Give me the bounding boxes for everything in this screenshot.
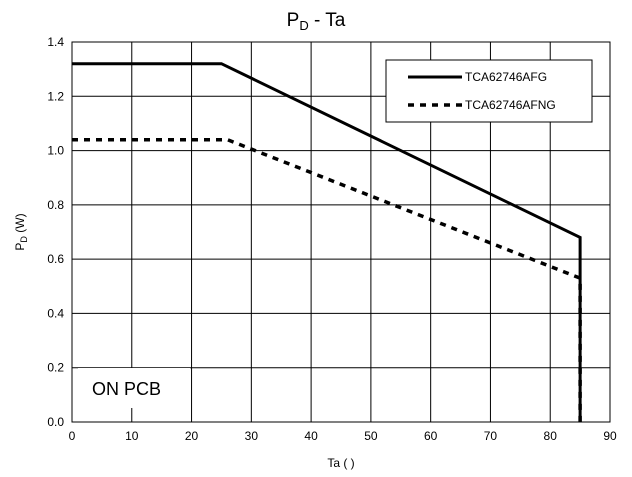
chart-title: PD - Ta [287, 10, 346, 33]
series-line-1 [72, 137, 582, 422]
y-axis-ticks: 0.0 0.2 0.4 0.6 0.8 1.0 1.2 1.4 [47, 35, 64, 429]
x-tick-label: 80 [544, 429, 558, 443]
legend-label-1: TCA62746AFNG [465, 98, 556, 112]
y-tick-label: 1.2 [47, 89, 64, 103]
y-tick-label: 1.4 [47, 35, 64, 49]
series-line-0 [72, 62, 582, 422]
y-tick-label: 0.8 [47, 198, 64, 212]
annotation-box [78, 368, 190, 408]
x-tick-label: 60 [424, 429, 438, 443]
y-tick-label: 0.2 [47, 361, 64, 375]
y-axis-label: PD (W) [13, 213, 29, 250]
legend-box [385, 59, 593, 123]
x-tick-label: 40 [304, 429, 318, 443]
legend-label-0: TCA62746AFG [465, 70, 547, 84]
x-tick-label: 90 [603, 429, 617, 443]
x-tick-label: 10 [125, 429, 139, 443]
y-tick-label: 1.0 [47, 144, 64, 158]
x-axis-ticks: 0 10 20 30 40 50 60 70 80 90 [69, 429, 617, 443]
y-tick-label: 0.0 [47, 415, 64, 429]
x-tick-label: 30 [245, 429, 259, 443]
y-tick-label: 0.4 [47, 306, 64, 320]
legend: TCA62746AFG TCA62746AFNG [385, 59, 593, 123]
annotation-on-pcb: ON PCB [92, 379, 161, 399]
x-tick-label: 50 [364, 429, 378, 443]
x-tick-label: 20 [185, 429, 199, 443]
series-lines [72, 62, 582, 422]
x-tick-label: 70 [484, 429, 498, 443]
x-axis-label: Ta ( ) [327, 456, 354, 470]
y-tick-label: 0.6 [47, 252, 64, 266]
x-tick-label: 0 [69, 429, 76, 443]
